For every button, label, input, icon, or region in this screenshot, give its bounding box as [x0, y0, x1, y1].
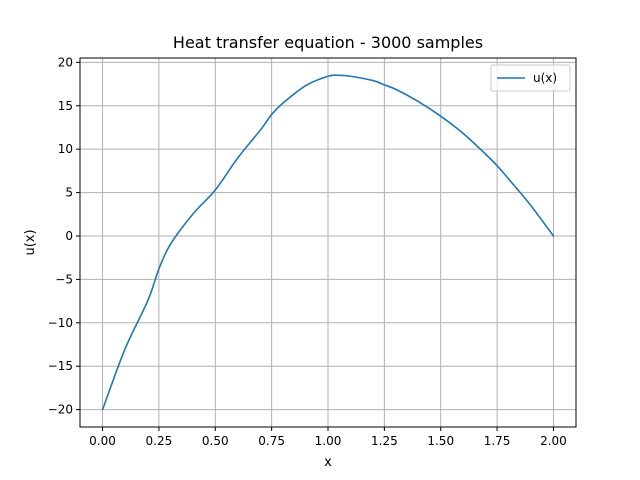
- legend-box: [490, 64, 571, 92]
- y-tick-label: 15: [58, 99, 73, 113]
- y-axis-label: u(x): [23, 229, 38, 255]
- y-tick-label: 20: [58, 55, 73, 69]
- x-axis-label: x: [324, 455, 332, 470]
- y-tick-label: 10: [58, 142, 73, 156]
- legend-label: u(x): [533, 71, 557, 85]
- y-tick-label: 5: [65, 186, 73, 200]
- y-tick-label: −5: [55, 272, 73, 286]
- grid: [80, 58, 576, 427]
- x-tick-label: 0.00: [89, 434, 116, 448]
- x-tick-label: 1.50: [427, 434, 454, 448]
- x-tick-label: 1.25: [371, 434, 398, 448]
- axis-ticks: 0.00 0.25 0.50 0.75 1.00 1.25 1.50 1.75 2.00 −20 −…: [48, 55, 567, 448]
- x-tick-label: 0.25: [146, 434, 173, 448]
- x-tick-label: 2.00: [540, 434, 567, 448]
- y-tick-label: −10: [48, 316, 73, 330]
- x-tick-label: 0.75: [258, 434, 285, 448]
- series-layer: [101, 74, 555, 411]
- y-tick-label: 0: [65, 229, 73, 243]
- legend: u(x): [490, 64, 571, 92]
- x-tick-label: 1.00: [315, 434, 342, 448]
- y-tick-label: −20: [48, 403, 73, 417]
- series-line: [101, 74, 555, 411]
- y-tick-label: −15: [48, 359, 73, 373]
- x-tick-label: 0.50: [202, 434, 229, 448]
- chart-title: Heat transfer equation - 3000 samples: [173, 33, 483, 52]
- x-tick-label: 1.75: [484, 434, 511, 448]
